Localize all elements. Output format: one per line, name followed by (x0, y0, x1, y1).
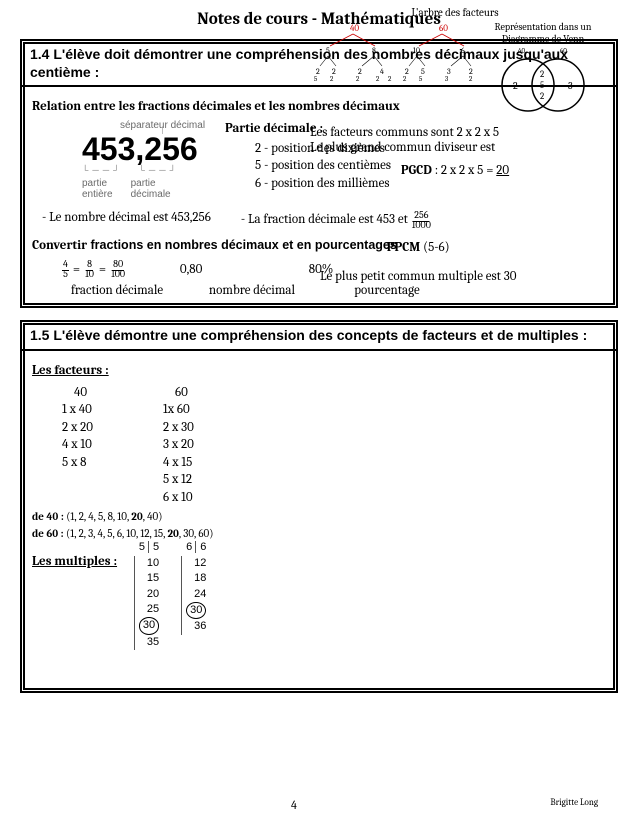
factors-columns: 40 1 x 40 2 x 20 4 x 10 5 x 8 60 1x 60 2… (62, 384, 606, 507)
factors-60: 60 1x 60 2 x 30 3 x 20 4 x 15 5 x 12 6 x… (163, 384, 194, 507)
venn-diagram: 40 60 2 3 2 5 2 (488, 45, 598, 115)
facteurs-heading: Les facteurs : (32, 363, 606, 378)
venn-label: Représentation dans un Diagramme de Venn (488, 21, 598, 45)
svg-text:6: 6 (461, 46, 465, 55)
svg-text:5: 5 (540, 81, 544, 91)
decimal-value: 0,80 (126, 262, 256, 277)
pgcd-label: Le plus grand commun diviseur est (310, 140, 600, 155)
svg-text:40: 40 (350, 24, 359, 34)
section-1-5-header: 1.5 L'élève démontre une compréhension d… (22, 322, 616, 350)
part-decimale-label: partie décimale (131, 178, 171, 200)
brace-left: └──┘ (82, 165, 124, 176)
svg-text:60: 60 (439, 24, 448, 34)
label-fraction: fraction décimale (52, 283, 182, 298)
svg-text:2: 2 (388, 75, 392, 81)
decimal-diagram: séparateur décimal | 453,256 └──┘ └──┘ p… (82, 120, 205, 200)
factors-of-60-list: de 60 : (1, 2, 3, 4, 5, 6, 10, 12, 15, 2… (32, 527, 606, 540)
svg-text:5: 5 (326, 46, 330, 55)
factors-of-40-list: de 40 : (1, 2, 4, 5, 8, 10, 20, 40) (32, 510, 606, 523)
big-number: 453,256 (82, 133, 205, 165)
factor-tree-60: 60 106 25 32 25 32 (399, 21, 484, 81)
convert-title: Convertir fractions en nombres décimaux … (32, 238, 606, 253)
tree-title: L'arbre des facteurs (310, 6, 600, 19)
svg-text:3: 3 (445, 75, 448, 81)
section-1-5-body: Les facteurs : 40 1 x 40 2 x 20 4 x 10 5… (22, 351, 616, 691)
fraction-256-1000: 256 1000 (411, 210, 432, 230)
svg-text:40: 40 (518, 47, 525, 55)
label-nombre: nombre décimal (182, 283, 322, 298)
ppcm-text: Le plus petit commun multiple est 30 (320, 269, 516, 284)
svg-text:8: 8 (372, 46, 376, 55)
svg-text:2: 2 (540, 92, 544, 102)
ppcm-label: PPCM (387, 240, 420, 255)
label-pourcentage: pourcentage (322, 283, 452, 298)
svg-text:3: 3 (568, 80, 573, 92)
common-factors-text: Les facteurs communs sont 2 x 2 x 5 (310, 125, 600, 140)
ppcm-block: PPCM (5-6) Le plus petit commun multiple… (320, 240, 516, 284)
tree-and-venn-area: L'arbre des facteurs 40 58 22 24 52 222 (310, 6, 600, 178)
multiples-heading: Les multiples : (32, 554, 117, 569)
svg-text:2: 2 (540, 70, 544, 80)
page-footer: 4 Brigitte Long (0, 798, 638, 812)
svg-text:10: 10 (413, 46, 420, 55)
page-number: 4 (0, 798, 588, 812)
multiples-of-5: 5 5 10 15 20 25 30 35 (134, 540, 163, 650)
svg-text:4: 4 (380, 67, 384, 76)
pgcd-value: PGCD : 2 x 2 x 5 = 20 (310, 163, 600, 178)
multiples-of-6: 6 6 12 18 24 30 36 (181, 540, 210, 650)
part-entiere-label: partie entière (82, 178, 113, 200)
brace-right: └──┘ (139, 165, 181, 176)
svg-text:60: 60 (560, 47, 567, 55)
svg-text:2: 2 (513, 80, 518, 92)
fraction-decimale-text: - La fraction décimale est 453 et 256 10… (241, 210, 432, 230)
nombre-decimal-text: - Le nombre décimal est 453,256 (42, 210, 211, 230)
factors-40: 40 1 x 40 2 x 20 4 x 10 5 x 8 (62, 384, 93, 507)
factor-tree-40: 40 58 22 24 52 222 (310, 21, 395, 81)
section-1-5: 1.5 L'élève démontre une compréhension d… (20, 320, 618, 692)
author-name: Brigitte Long (550, 798, 598, 808)
